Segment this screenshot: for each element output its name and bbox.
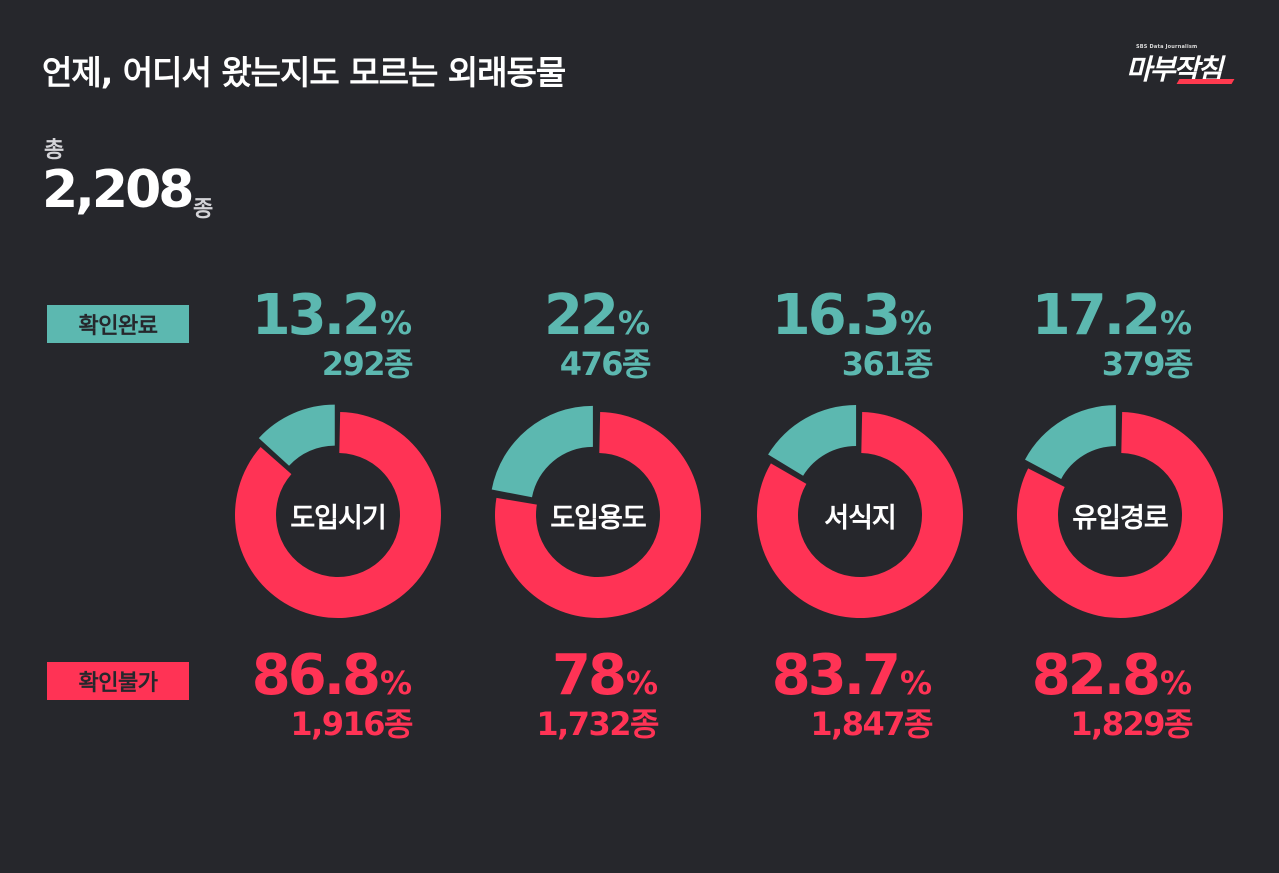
donut-chart-2: 도입용도 xyxy=(478,395,718,635)
donut-label: 유입경로 xyxy=(1072,502,1168,534)
confirmed-pct: 16.3 xyxy=(771,283,901,348)
donut-svg xyxy=(757,405,963,618)
donut-svg xyxy=(1017,405,1223,618)
donut-chart-4: 유입경로 xyxy=(1000,395,1240,635)
donut-svg xyxy=(235,404,442,618)
donut-chart-1: 도입시기 xyxy=(218,395,458,635)
unconfirmed-pct: 82.8 xyxy=(1031,643,1161,708)
confirmed-count: 361종 xyxy=(841,345,934,383)
unconfirmed-count: 1,847종 xyxy=(810,705,933,743)
unconfirmed-pct: 78 xyxy=(552,643,627,708)
confirmed-count: 379종 xyxy=(1101,345,1194,383)
confirmed-count: 476종 xyxy=(559,345,652,383)
total-unit: 종 xyxy=(193,197,214,222)
confirmed-count: 292종 xyxy=(321,345,414,383)
confirmed-segment xyxy=(1025,405,1116,479)
logo-subtitle: SBS Data Journalism xyxy=(1136,44,1198,50)
donut-chart-3: 서식지 xyxy=(740,395,980,635)
donut-label: 도입용도 xyxy=(550,502,646,534)
page-title: 언제, 어디서 왔는지도 모르는 외래동물 xyxy=(42,53,566,92)
confirmed-segment xyxy=(258,404,335,466)
legend-unconfirmed: 확인불가 xyxy=(47,662,189,700)
donut-svg xyxy=(491,405,701,618)
unconfirmed-segment xyxy=(757,412,963,618)
donut-label: 서식지 xyxy=(824,502,897,534)
confirmed-stat-2: 22% 476종 xyxy=(544,283,652,383)
unconfirmed-pct: 83.7 xyxy=(771,643,901,708)
unconfirmed-count: 1,732종 xyxy=(536,705,659,743)
unconfirmed-stat-4: 82.8% 1,829종 xyxy=(1031,643,1194,743)
confirmed-stat-1: 13.2% 292종 xyxy=(251,283,414,383)
confirmed-stat-4: 17.2% 379종 xyxy=(1031,283,1194,383)
unconfirmed-segment xyxy=(1017,412,1223,618)
total-label: 총 xyxy=(44,138,65,163)
confirmed-pct: 17.2 xyxy=(1031,283,1161,348)
total-value: 2,208 xyxy=(42,160,194,220)
unconfirmed-segment xyxy=(495,412,701,618)
unconfirmed-pct: 86.8 xyxy=(251,643,381,708)
logo: SBS Data Journalism 마부작침 xyxy=(1126,40,1236,86)
logo-stripe xyxy=(1176,79,1235,84)
unconfirmed-stat-3: 83.7% 1,847종 xyxy=(771,643,934,743)
confirmed-pct: 13.2 xyxy=(251,283,381,348)
legend-confirmed: 확인완료 xyxy=(47,305,189,343)
donut-label: 도입시기 xyxy=(290,502,386,534)
confirmed-stat-3: 16.3% 361종 xyxy=(771,283,934,383)
confirmed-segment xyxy=(768,405,857,476)
unconfirmed-stat-2: 78% 1,732종 xyxy=(536,643,659,743)
unconfirmed-count: 1,916종 xyxy=(290,705,413,743)
unconfirmed-segment xyxy=(235,412,442,618)
confirmed-pct: 22 xyxy=(544,283,619,348)
confirmed-segment xyxy=(491,405,593,498)
unconfirmed-stat-1: 86.8% 1,916종 xyxy=(251,643,414,743)
unconfirmed-count: 1,829종 xyxy=(1070,705,1193,743)
